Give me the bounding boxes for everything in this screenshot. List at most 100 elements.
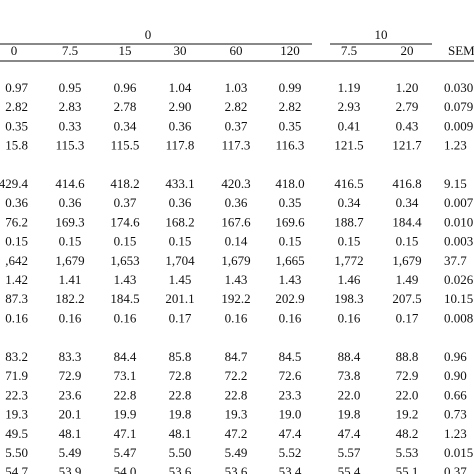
column-header: 120 bbox=[280, 43, 300, 58]
table-cell: 0.37 bbox=[444, 464, 467, 474]
table-cell: 169.6 bbox=[275, 214, 305, 229]
table-cell: 0.15 bbox=[169, 234, 192, 249]
table-cell: 55.1 bbox=[396, 464, 419, 474]
table-cell: 1,679 bbox=[392, 253, 421, 268]
table-cell: 1.45 bbox=[169, 272, 192, 287]
table-cell: 48.1 bbox=[59, 426, 82, 441]
table-cell: 0.36 bbox=[5, 195, 28, 210]
table-cell: 192.2 bbox=[221, 291, 250, 306]
table-cell: 0.14 bbox=[225, 234, 248, 249]
table-cell: 5.57 bbox=[338, 445, 361, 460]
table-cell: 0.030 bbox=[444, 80, 473, 95]
table-cell: 9.15 bbox=[444, 176, 467, 191]
table-cell: 0.99 bbox=[279, 80, 302, 95]
table-cell: 72.2 bbox=[225, 368, 248, 383]
table-cell: 0.16 bbox=[114, 310, 137, 325]
table-cell: 49.5 bbox=[5, 426, 28, 441]
table-cell: 72.9 bbox=[59, 368, 82, 383]
table-cell: 1.43 bbox=[114, 272, 137, 287]
column-header: 60 bbox=[230, 43, 243, 58]
table-cell: 0.015 bbox=[444, 445, 473, 460]
table-cell: 1.20 bbox=[396, 80, 419, 95]
table-cell: 19.0 bbox=[279, 407, 302, 422]
table-cell: 0.37 bbox=[114, 195, 137, 210]
table-cell: 5.50 bbox=[5, 445, 28, 460]
table-cell: 88.4 bbox=[338, 349, 361, 364]
table-cell: 5.52 bbox=[279, 445, 302, 460]
table-cell: 0.16 bbox=[225, 310, 248, 325]
table-cell: 116.3 bbox=[276, 138, 305, 153]
table-cell: 2.78 bbox=[114, 99, 137, 114]
table-cell: 0.34 bbox=[114, 118, 137, 133]
table-cell: 0.15 bbox=[279, 234, 302, 249]
table-cell: 0.95 bbox=[59, 80, 82, 95]
table-cell: 0.15 bbox=[396, 234, 419, 249]
table-cell: 1,704 bbox=[165, 253, 195, 268]
table-cell: 0.33 bbox=[59, 118, 82, 133]
table-cell: 0.16 bbox=[279, 310, 302, 325]
table-cell: 19.8 bbox=[338, 407, 361, 422]
table-cell: 2.82 bbox=[5, 99, 28, 114]
table-cell: 19.8 bbox=[169, 407, 192, 422]
table-cell: 1.42 bbox=[5, 272, 28, 287]
column-header: 7.5 bbox=[341, 43, 357, 58]
table-cell: 0.15 bbox=[338, 234, 361, 249]
table-cell: 117.8 bbox=[166, 138, 195, 153]
table-cell: 5.49 bbox=[225, 445, 248, 460]
table-cell: 1.41 bbox=[59, 272, 82, 287]
table-cell: 414.6 bbox=[55, 176, 85, 191]
table-cell: 121.7 bbox=[392, 138, 422, 153]
table-cell: 47.4 bbox=[338, 426, 361, 441]
column-header: 0 bbox=[11, 43, 18, 58]
table-cell: 48.1 bbox=[169, 426, 192, 441]
table-cell: 0.35 bbox=[279, 118, 302, 133]
table-cell: 198.3 bbox=[334, 291, 363, 306]
table-cell: 0.003 bbox=[444, 234, 473, 249]
group-label: 10 bbox=[375, 27, 388, 42]
table-cell: 22.0 bbox=[396, 387, 419, 402]
table-cell: 88.8 bbox=[396, 349, 419, 364]
table-cell: 0.66 bbox=[444, 387, 467, 402]
table-cell: 53.4 bbox=[279, 464, 302, 474]
table-cell: 53.6 bbox=[225, 464, 248, 474]
table-cell: 418.2 bbox=[110, 176, 139, 191]
table-cell: 115.5 bbox=[111, 138, 140, 153]
table-cell: 22.8 bbox=[225, 387, 248, 402]
table-cell: 1.43 bbox=[279, 272, 302, 287]
table-cell: 0.16 bbox=[59, 310, 82, 325]
column-header: 7.5 bbox=[62, 43, 78, 58]
table-cell: 433.1 bbox=[165, 176, 194, 191]
table-cell: 1.19 bbox=[338, 80, 361, 95]
table-cell: 1,772 bbox=[334, 253, 363, 268]
table-cell: 19.2 bbox=[396, 407, 419, 422]
table-cell: 73.1 bbox=[114, 368, 137, 383]
table-cell: 53.6 bbox=[169, 464, 192, 474]
table-cell: 22.0 bbox=[338, 387, 361, 402]
table-cell: 5.47 bbox=[114, 445, 137, 460]
table-cell: 2.83 bbox=[59, 99, 82, 114]
table-cell: 429.4 bbox=[0, 176, 29, 191]
table-cell: 167.6 bbox=[221, 214, 251, 229]
table-cell: 418.0 bbox=[275, 176, 304, 191]
table-cell: 0.36 bbox=[169, 195, 192, 210]
column-header: SEM bbox=[448, 43, 474, 58]
table-cell: 76.2 bbox=[5, 214, 28, 229]
table-cell: 121.5 bbox=[334, 138, 363, 153]
table-cell: 19.3 bbox=[225, 407, 248, 422]
table-cell: 1,679 bbox=[221, 253, 250, 268]
table-cell: 71.9 bbox=[5, 368, 28, 383]
column-header: 15 bbox=[119, 43, 132, 58]
table-cell: 0.079 bbox=[444, 99, 473, 114]
table-cell: 84.7 bbox=[225, 349, 248, 364]
table-cell: 1.49 bbox=[396, 272, 419, 287]
table-cell: 207.5 bbox=[392, 291, 421, 306]
table-cell: 1,679 bbox=[55, 253, 84, 268]
table-cell: 0.15 bbox=[5, 234, 28, 249]
table-cell: 23.6 bbox=[59, 387, 82, 402]
table-cell: 85.8 bbox=[169, 349, 192, 364]
table-cell: 22.8 bbox=[169, 387, 192, 402]
table-cell: 54.7 bbox=[5, 464, 28, 474]
table-cell: 188.7 bbox=[334, 214, 364, 229]
table-cell: 19.3 bbox=[5, 407, 28, 422]
